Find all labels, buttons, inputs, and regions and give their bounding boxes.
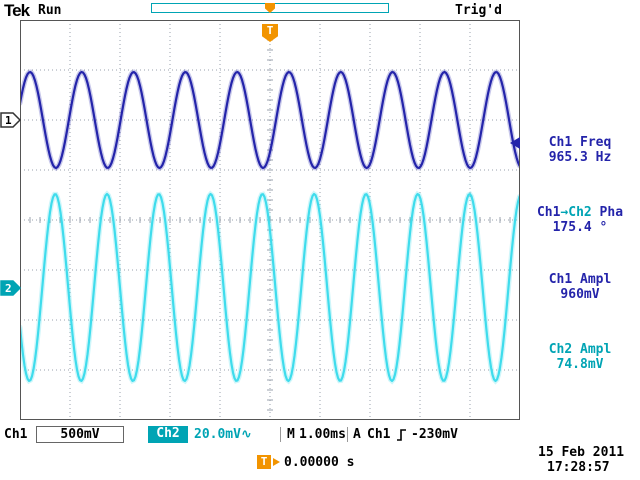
measurement-label: Ch1→Ch2 Pha <box>536 205 624 220</box>
status-divider <box>347 427 348 442</box>
measurement-ch1-ampl: Ch1 Ampl 960mV <box>524 272 636 302</box>
measurement-label: Ch1 Freq <box>548 135 612 150</box>
ch2-readout-label: Ch2 <box>148 426 188 443</box>
measurement-value: 74.8mV <box>556 357 604 372</box>
ch1-trace <box>20 70 520 170</box>
measurement-value: 175.4 ° <box>552 220 608 235</box>
horizontal-position-readout: 0.00000 s <box>284 455 355 470</box>
timebase-readout: 1.00ms <box>299 427 346 442</box>
ch2-marker-shape <box>0 279 22 296</box>
trigger-source-readout: Ch1 <box>367 427 391 442</box>
trigger-position-label: T <box>266 24 274 37</box>
trigger-mode-label: A <box>353 427 361 442</box>
ch2-trace <box>20 192 520 383</box>
trigger-slope-rising-icon <box>397 429 406 441</box>
ch1-marker-label: 1 <box>5 114 12 127</box>
time-readout: 17:28:57 <box>547 460 610 475</box>
trigger-record-position-icon <box>265 3 275 13</box>
ch1-readout-label: Ch1 <box>4 427 28 442</box>
horizontal-trigger-marker: T <box>257 455 271 469</box>
measurement-label: Ch1 Ampl <box>548 272 612 287</box>
ch2-marker-label: 2 <box>5 282 12 295</box>
date-readout: 15 Feb 2011 <box>538 445 625 460</box>
acquisition-state: Run <box>38 3 62 18</box>
ch1-scale-readout: 500mV <box>36 426 124 443</box>
ch1-marker-shape <box>0 112 22 128</box>
measurement-value: 960mV <box>560 287 600 302</box>
measurement-ch1-ch2-phase: Ch1→Ch2 Pha 175.4 ° <box>524 205 636 235</box>
measurement-ch1-freq: Ch1 Freq 965.3 Hz <box>524 135 636 165</box>
horizontal-trigger-arrow-icon <box>273 458 280 466</box>
trigger-level-arrow-icon <box>510 137 520 149</box>
trigger-position-marker: T <box>262 24 278 42</box>
ch1-ground-marker: 1 <box>0 112 22 128</box>
status-divider <box>280 427 281 442</box>
graticule <box>20 20 520 420</box>
ch2-scale-readout: 20.0mV∿ <box>194 427 252 442</box>
measurement-value: 965.3 Hz <box>548 150 612 165</box>
ch2-ground-marker: 2 <box>0 279 22 296</box>
timebase-label: M <box>287 427 295 442</box>
trigger-level-readout: -230mV <box>411 427 458 442</box>
measurement-ch2-ampl: Ch2 Ampl 74.8mV <box>524 342 636 372</box>
tek-logo: Tek <box>4 1 30 20</box>
trigger-status: Trig'd <box>455 3 502 18</box>
measurement-label: Ch2 Ampl <box>548 342 612 357</box>
